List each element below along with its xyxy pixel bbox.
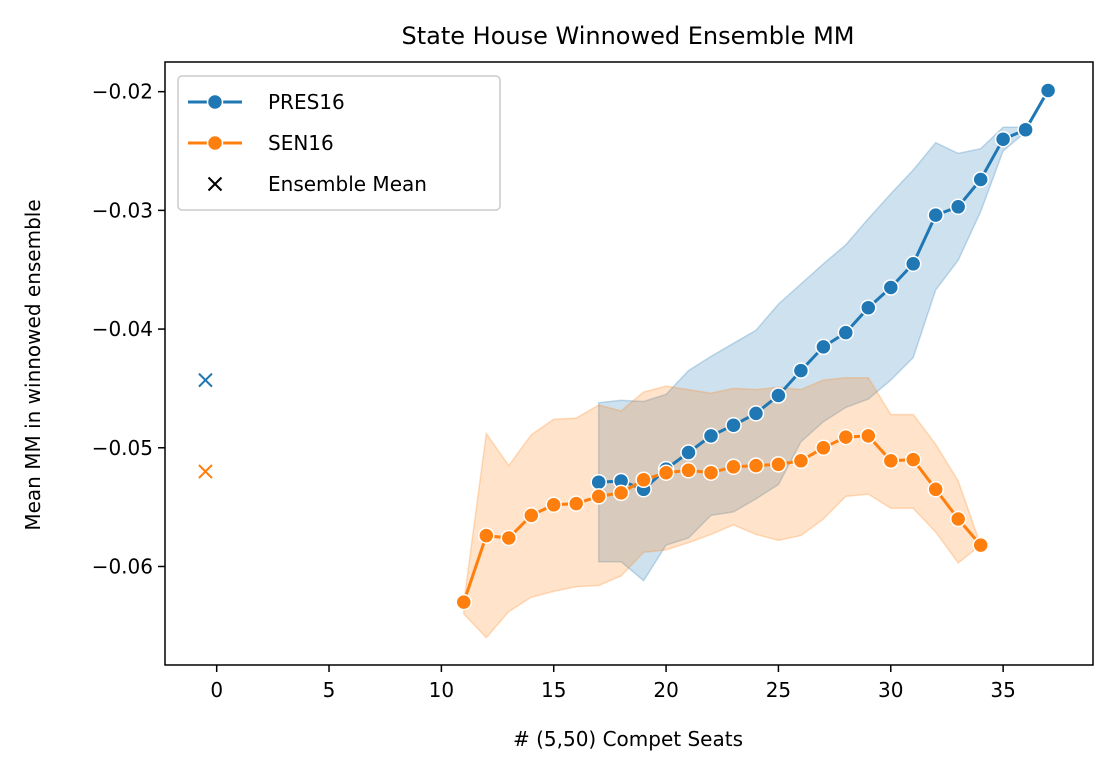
x-axis-title: # (5,50) Compet Seats	[513, 727, 743, 751]
data-point-sen16	[725, 458, 742, 476]
ensemble-mean-marker-pres16	[198, 372, 213, 388]
data-point-pres16	[702, 427, 720, 445]
data-point-pres16	[882, 279, 900, 296]
data-point-sen16	[904, 451, 922, 468]
x-tick-label: 5	[323, 678, 336, 702]
plot-frame	[164, 61, 1094, 666]
data-point-sen16	[545, 496, 562, 514]
data-point-pres16	[1039, 82, 1057, 99]
plot-area: 0 5 10 15 20 25 30 35 −0.02 −0.03 −0.04 −0.05 −0.06	[92, 61, 1094, 702]
data-point-sen16	[612, 484, 630, 502]
y-axis-title: Mean MM in winnowed ensemble	[21, 199, 45, 530]
data-point-sen16	[523, 507, 540, 524]
ensemble-mean-marker-sen16	[198, 464, 213, 479]
data-point-pres16	[972, 171, 989, 188]
x-tick-label: 15	[541, 678, 566, 702]
x-tick-label: 10	[429, 678, 454, 702]
data-point-sen16	[747, 457, 765, 474]
legend-marker-sen16	[206, 134, 224, 152]
x-tick-label: 30	[878, 678, 903, 702]
x-tick-label: 20	[653, 678, 678, 702]
data-point-sen16	[815, 439, 832, 457]
data-point-pres16	[837, 324, 855, 341]
x-tick-label: 0	[210, 678, 223, 702]
ci-band-sen16	[463, 376, 982, 639]
chart-title: State House Winnowed Ensemble MM	[402, 22, 855, 50]
data-point-pres16	[994, 130, 1012, 148]
data-point-sen16	[478, 527, 495, 544]
data-point-pres16	[904, 255, 922, 273]
data-point-sen16	[972, 536, 989, 554]
legend-marker-pres16	[206, 93, 224, 111]
data-point-sen16	[500, 529, 518, 547]
data-point-sen16	[657, 464, 675, 481]
y-tick-label: −0.02	[92, 80, 153, 104]
legend-label-pres16: PRES16	[268, 90, 345, 114]
data-point-pres16	[1017, 121, 1034, 138]
legend-marker-ensemble-mean	[207, 176, 223, 192]
legend: PRES16 SEN16 Ensemble Mean	[177, 75, 501, 211]
data-point-sen16	[590, 488, 607, 505]
data-point-pres16	[680, 444, 697, 461]
data-point-sen16	[680, 462, 697, 479]
data-point-sen16	[927, 481, 944, 498]
y-tick-label: −0.04	[92, 317, 153, 341]
data-point-pres16	[770, 387, 787, 404]
x-tick-label: 35	[990, 678, 1015, 702]
legend-label-ensemble-mean: Ensemble Mean	[268, 172, 427, 196]
y-tick-label: −0.03	[92, 198, 153, 222]
data-point-sen16	[455, 593, 473, 611]
data-point-sen16	[860, 427, 877, 445]
data-point-sen16	[949, 510, 967, 528]
legend-label-sen16: SEN16	[268, 131, 334, 155]
data-point-pres16	[792, 362, 810, 379]
data-point-sen16	[770, 456, 787, 473]
legend-box	[177, 75, 501, 211]
data-point-sen16	[702, 464, 720, 481]
data-point-pres16	[949, 198, 967, 216]
data-point-pres16	[590, 473, 607, 491]
y-tick-label: −0.06	[92, 554, 153, 578]
data-point-sen16	[567, 495, 585, 512]
data-point-sen16	[792, 452, 810, 470]
data-point-pres16	[860, 299, 877, 316]
data-point-pres16	[747, 405, 765, 422]
data-point-pres16	[927, 206, 944, 224]
data-point-sen16	[882, 452, 900, 470]
data-point-pres16	[815, 338, 832, 356]
y-tick-label: −0.05	[92, 436, 153, 460]
data-point-sen16	[837, 428, 855, 446]
data-point-pres16	[725, 416, 742, 434]
x-tick-label: 25	[766, 678, 791, 702]
data-point-sen16	[635, 471, 652, 489]
